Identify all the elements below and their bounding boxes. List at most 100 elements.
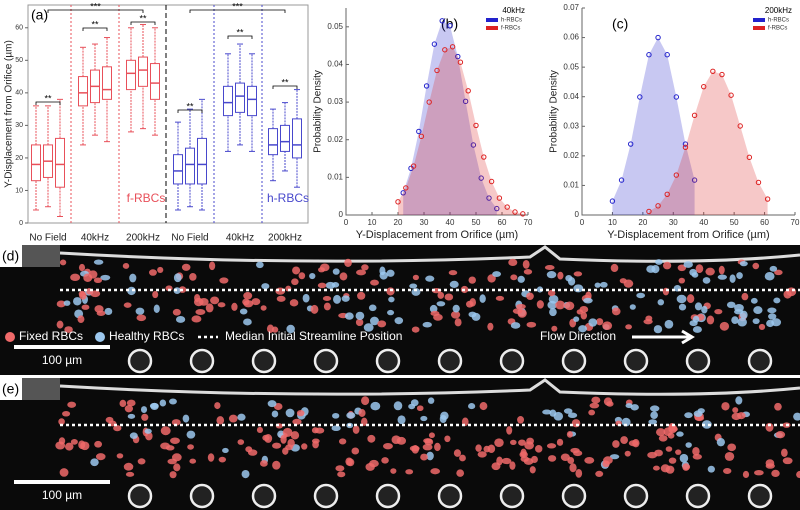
point xyxy=(504,204,510,210)
cell xyxy=(318,267,325,273)
significance: ** xyxy=(91,19,99,29)
y-tick-label: 0.02 xyxy=(563,151,579,160)
x-tick-label: 60 xyxy=(498,218,507,227)
cell xyxy=(140,406,148,413)
cell xyxy=(62,410,71,417)
cell xyxy=(678,303,687,311)
cell xyxy=(682,463,690,471)
point xyxy=(682,144,689,150)
cell xyxy=(479,402,488,411)
x-tick-label: 50 xyxy=(730,218,739,227)
cell xyxy=(439,414,447,424)
point xyxy=(462,98,469,105)
cell xyxy=(411,326,420,333)
cell xyxy=(487,322,494,331)
cell xyxy=(173,463,181,472)
cell xyxy=(90,458,99,467)
cell xyxy=(753,306,763,314)
panel-label: (c) xyxy=(612,16,628,32)
cell xyxy=(719,321,730,331)
y-tick-label: 0.01 xyxy=(563,181,579,190)
cell xyxy=(736,272,743,280)
cell xyxy=(774,269,783,276)
group-label: h-RBCs xyxy=(267,191,309,205)
cell xyxy=(570,447,580,453)
cell xyxy=(471,312,481,321)
point xyxy=(410,163,417,169)
point xyxy=(664,191,670,198)
box xyxy=(31,144,41,182)
cell xyxy=(782,457,793,465)
cell xyxy=(260,460,268,467)
cell xyxy=(726,301,736,309)
point xyxy=(418,133,425,140)
y-tick-label: 0.04 xyxy=(327,60,343,69)
cell xyxy=(536,300,544,309)
cell xyxy=(346,412,356,419)
cell xyxy=(122,263,130,269)
point xyxy=(746,154,753,161)
x-tick-label: 30 xyxy=(669,218,678,227)
cell xyxy=(454,318,462,327)
x-tick-label: 70 xyxy=(524,218,533,227)
cell xyxy=(629,304,636,310)
cell xyxy=(693,410,703,417)
point xyxy=(691,112,698,119)
cell xyxy=(228,414,238,423)
cell xyxy=(361,396,370,406)
cell xyxy=(522,259,530,269)
cell xyxy=(344,312,354,320)
cell xyxy=(314,427,325,434)
panel-label: (a) xyxy=(31,7,48,23)
cell xyxy=(555,300,565,310)
box xyxy=(126,59,136,91)
cell xyxy=(657,299,665,306)
box xyxy=(173,154,183,185)
cell xyxy=(487,444,496,454)
cell xyxy=(701,420,712,429)
flow-arrow xyxy=(632,329,695,345)
cell xyxy=(145,431,153,441)
cell xyxy=(723,467,732,474)
cell xyxy=(671,426,678,432)
cell xyxy=(113,425,122,432)
cell xyxy=(707,465,715,473)
cell xyxy=(165,445,175,451)
cell xyxy=(394,317,404,325)
cell xyxy=(694,302,703,311)
cell xyxy=(181,263,191,271)
cell xyxy=(387,309,395,316)
x-tick-label: 30 xyxy=(420,218,429,227)
cell xyxy=(282,427,293,437)
cell xyxy=(104,307,113,315)
cell xyxy=(684,412,693,419)
post xyxy=(313,483,339,509)
cell xyxy=(564,301,575,311)
cell xyxy=(59,468,69,477)
cell xyxy=(397,415,406,425)
cell xyxy=(381,457,389,464)
post xyxy=(437,483,463,509)
cell xyxy=(430,468,441,475)
cell xyxy=(341,295,350,302)
cell xyxy=(624,450,631,457)
cell xyxy=(501,457,512,465)
significance: *** xyxy=(232,1,243,11)
cell xyxy=(243,300,254,308)
cell xyxy=(67,401,77,408)
cell xyxy=(546,443,557,449)
group-label: f-RBCs xyxy=(127,191,166,205)
cell xyxy=(589,402,600,409)
cell xyxy=(494,438,504,448)
cell xyxy=(388,296,395,303)
cell xyxy=(576,309,584,315)
cell xyxy=(169,398,177,405)
cell xyxy=(542,409,552,415)
cell xyxy=(718,265,725,275)
cell xyxy=(510,439,517,445)
post xyxy=(375,348,401,374)
cell xyxy=(210,296,220,305)
label-bg xyxy=(0,245,22,267)
cell xyxy=(195,308,206,315)
cell xyxy=(70,273,81,282)
